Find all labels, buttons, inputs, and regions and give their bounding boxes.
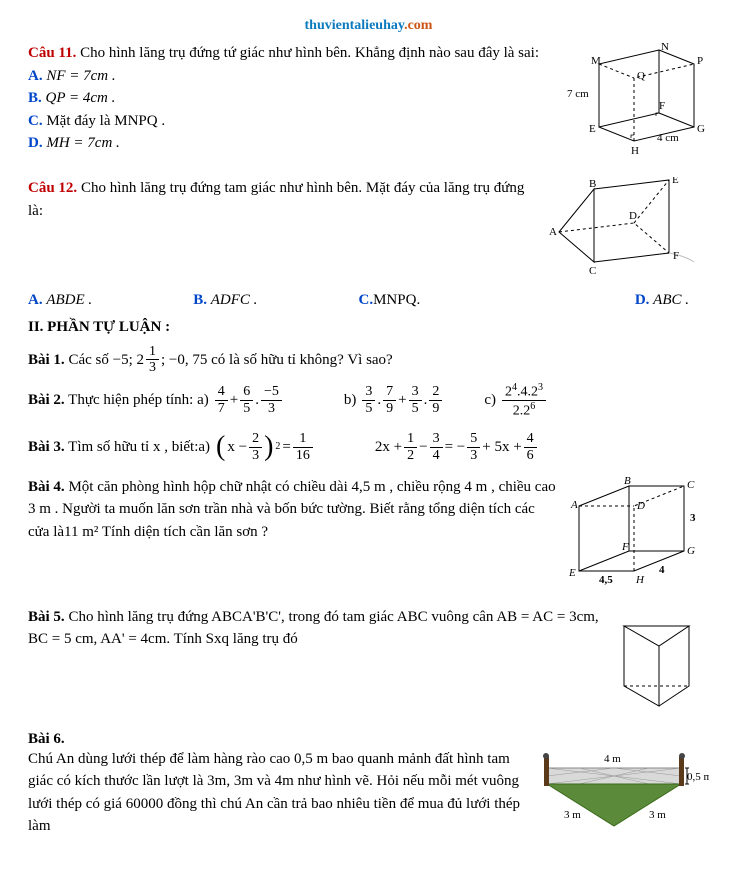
svg-text:N: N	[661, 42, 669, 53]
header-part2: .com	[404, 18, 432, 33]
q12-figure: A B C D E F	[539, 177, 709, 282]
b3-expr-a: (x − 23)2 = 116	[216, 425, 313, 470]
q12-prompt: Cho hình lăng trụ đứng tam giác như hình…	[28, 180, 524, 219]
svg-text:F: F	[621, 541, 629, 553]
b5-label: Bài 5.	[28, 609, 65, 625]
svg-text:P: P	[697, 55, 703, 67]
b2-label: Bài 2.	[28, 392, 65, 408]
svg-text:D: D	[629, 210, 637, 222]
opt-c-label: C.	[28, 113, 46, 129]
svg-text:E: E	[589, 123, 596, 135]
svg-text:F: F	[659, 100, 665, 112]
svg-text:4: 4	[659, 564, 665, 576]
q11-c: Mặt đáy là MNPQ .	[46, 113, 165, 129]
q11-text: Câu 11. Cho hình lăng trụ đứng tứ giác n…	[28, 42, 551, 155]
svg-text:4 cm: 4 cm	[657, 132, 679, 144]
section-2-title: II. PHẦN TỰ LUẬN :	[28, 319, 709, 336]
svg-text:0,5 m: 0,5 m	[687, 771, 709, 783]
b3-expr-b: 2x + 12 − 34 = −53 + 5x + 46	[375, 431, 537, 463]
bai-2: Bài 2. Thực hiện phép tính: a) 47+65.−53…	[28, 382, 709, 419]
q11-figure: M N P Q E F G H 7 cm 4 cm	[559, 42, 709, 167]
bai-5: Bài 5. Cho hình lăng trụ đứng ABCA'B'C',…	[28, 606, 709, 721]
svg-text:C: C	[687, 479, 695, 491]
q12-b: ADFC .	[211, 292, 258, 308]
q12-text: Câu 12. Cho hình lăng trụ đứng tam giác …	[28, 177, 531, 222]
svg-text:4,5: 4,5	[599, 574, 613, 586]
svg-text:B: B	[624, 476, 631, 487]
q12-d: ABC .	[653, 292, 689, 308]
q11-prompt: Cho hình lăng trụ đứng tứ giác như hình …	[76, 45, 539, 61]
svg-text:D: D	[636, 500, 645, 512]
svg-text:H: H	[631, 145, 639, 157]
bai-6: Bài 6. Chú An dùng lưới thép để làm hàng…	[28, 731, 709, 848]
b6-label: Bài 6.	[28, 731, 65, 747]
b5-figure	[609, 606, 709, 721]
q12-label: Câu 12.	[28, 180, 77, 196]
opt-b-label: B.	[28, 90, 46, 106]
svg-text:A: A	[549, 226, 557, 238]
header-part1: thuvientalieuhay	[305, 18, 405, 33]
bai-3: Bài 3. Tìm số hữu tỉ x , biết:a) (x − 23…	[28, 425, 709, 470]
b4-figure: A B C D E F G H 4,5 4 3	[564, 476, 709, 596]
opt-a-label: A.	[28, 68, 46, 84]
question-11: Câu 11. Cho hình lăng trụ đứng tứ giác n…	[28, 42, 709, 167]
svg-text:G: G	[687, 545, 695, 557]
svg-text:E: E	[672, 177, 679, 186]
svg-text:3 m: 3 m	[649, 809, 666, 821]
svg-text:3: 3	[690, 512, 696, 524]
bai-4: Bài 4. Một căn phòng hình hộp chữ nhật c…	[28, 476, 709, 596]
q11-a: NF = 7cm .	[46, 68, 115, 84]
svg-text:A: A	[570, 499, 578, 511]
svg-text:Q: Q	[637, 70, 645, 82]
b2-expr-c: 24.4.232.26	[502, 382, 546, 419]
b5-text: Cho hình lăng trụ đứng ABCA'B'C', trong …	[28, 609, 599, 648]
svg-text:3 m: 3 m	[564, 809, 581, 821]
opt-d-label: D.	[28, 135, 46, 151]
b2-expr-a: 47+65.−53	[215, 384, 282, 416]
svg-text:G: G	[697, 123, 705, 135]
b4-label: Bài 4.	[28, 479, 65, 495]
q11-label: Câu 11.	[28, 45, 76, 61]
svg-text:4 m: 4 m	[604, 753, 621, 765]
q12-c: MNPQ.	[373, 292, 420, 308]
question-12: Câu 12. Cho hình lăng trụ đứng tam giác …	[28, 177, 709, 282]
q11-b: QP = 4cm .	[46, 90, 116, 106]
svg-text:B: B	[589, 178, 596, 190]
svg-text:E: E	[568, 567, 576, 579]
svg-text:F: F	[673, 250, 679, 262]
q12-a: ABDE .	[46, 292, 92, 308]
svg-text:H: H	[635, 574, 645, 586]
b6-text: Chú An dùng lưới thép để làm hàng rào ca…	[28, 748, 521, 838]
q11-d: MH = 7cm .	[46, 135, 119, 151]
b1-expr: −5; 213; −0, 75	[113, 344, 208, 376]
b2-expr-b: 35.79+35.29	[362, 384, 442, 416]
page-header: thuvientalieuhay.com	[28, 18, 709, 34]
b4-text: Một căn phòng hình hộp chữ nhật có chiều…	[28, 479, 556, 540]
b6-figure: 4 m 0,5 m 3 m 3 m	[529, 748, 709, 848]
q12-options: A. ABDE . B. ADFC . C.MNPQ. D. ABC .	[28, 292, 709, 309]
b1-label: Bài 1.	[28, 352, 65, 368]
svg-text:C: C	[589, 265, 596, 277]
svg-text:M: M	[591, 55, 601, 67]
svg-text:7 cm: 7 cm	[567, 88, 589, 100]
b3-label: Bài 3.	[28, 439, 65, 455]
bai-1: Bài 1. Các số −5; 213; −0, 75 có là số h…	[28, 344, 709, 376]
